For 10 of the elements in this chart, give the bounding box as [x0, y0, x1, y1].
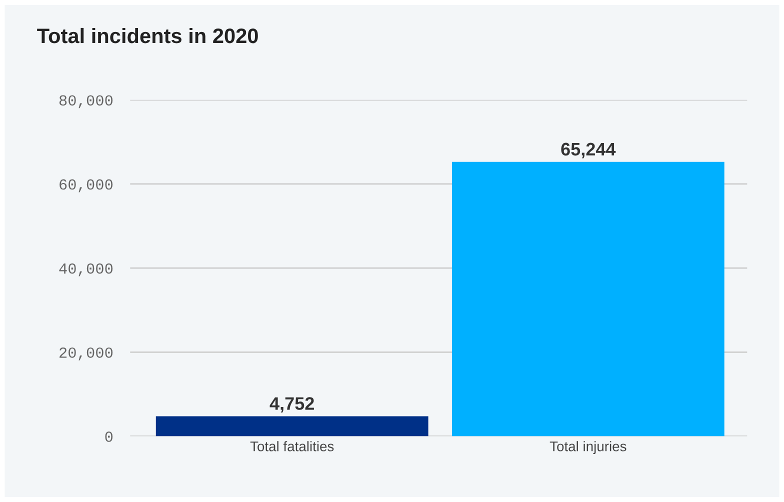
x-tick-label: Total injuries [550, 441, 626, 454]
chart-title: Total incidents in 2020 [37, 28, 258, 44]
y-tick-label: 40,000 [59, 263, 113, 276]
y-tick-label: 0 [105, 432, 113, 442]
y-tick-label: 80,000 [59, 95, 113, 108]
y-tick-label: 20,000 [60, 347, 113, 360]
data-label: 4,752 [270, 397, 314, 413]
x-tick-label: Total fatalities [250, 441, 334, 452]
data-label: 65,244 [561, 142, 616, 158]
y-tick-label: 60,000 [60, 179, 113, 192]
